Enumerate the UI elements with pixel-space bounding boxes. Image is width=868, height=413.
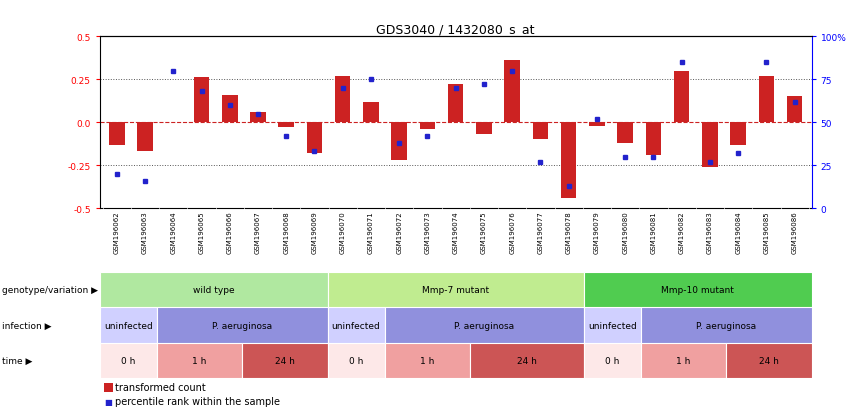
Bar [584,308,641,343]
Text: percentile rank within the sample: percentile rank within the sample [115,396,280,406]
Text: GSM196085: GSM196085 [763,211,769,253]
Text: 0 h: 0 h [122,356,135,365]
Text: genotype/variation ▶: genotype/variation ▶ [2,286,98,294]
Text: uninfected: uninfected [104,321,153,330]
Text: GSM196079: GSM196079 [594,211,600,253]
Text: GSM196078: GSM196078 [566,211,572,253]
Text: GSM196083: GSM196083 [707,211,713,253]
Bar [157,308,327,343]
Text: 0 h: 0 h [605,356,620,365]
Bar [420,123,435,130]
Text: GSM196086: GSM196086 [792,211,798,253]
Text: P. aeruginosa: P. aeruginosa [454,321,514,330]
Text: GSM196070: GSM196070 [339,211,345,253]
Text: GSM196064: GSM196064 [170,211,176,253]
Bar [100,308,157,343]
Text: infection ▶: infection ▶ [2,321,51,330]
Text: GSM196073: GSM196073 [424,211,431,253]
Text: Mmp-10 mutant: Mmp-10 mutant [661,286,734,294]
Text: 1 h: 1 h [420,356,434,365]
Bar [100,273,327,308]
Text: 24 h: 24 h [759,356,779,365]
Text: 24 h: 24 h [275,356,295,365]
Bar [730,123,746,145]
Bar [674,71,689,123]
Text: Mmp-7 mutant: Mmp-7 mutant [422,286,490,294]
Bar [561,123,576,198]
Bar [157,343,242,378]
Text: 1 h: 1 h [676,356,691,365]
Bar [194,78,209,123]
Bar [327,308,385,343]
Bar [646,123,661,155]
Text: P. aeruginosa: P. aeruginosa [696,321,756,330]
Bar [584,343,641,378]
Bar [385,308,584,343]
Bar [306,123,322,154]
Text: GSM196072: GSM196072 [396,211,402,253]
Bar [385,343,470,378]
Bar [702,123,718,167]
Bar [504,61,520,123]
Bar [222,95,238,123]
Bar [327,273,584,308]
Title: GDS3040 / 1432080_s_at: GDS3040 / 1432080_s_at [377,23,535,36]
Bar [109,123,124,145]
Text: GSM196066: GSM196066 [227,211,233,253]
Bar [584,273,812,308]
Bar [533,123,549,140]
Text: GSM196084: GSM196084 [735,211,741,253]
Text: GSM196067: GSM196067 [255,211,261,253]
Text: GSM196063: GSM196063 [142,211,148,253]
Text: uninfected: uninfected [588,321,636,330]
Text: 1 h: 1 h [193,356,207,365]
Bar [787,97,802,123]
Text: GSM196076: GSM196076 [510,211,516,253]
Bar [250,113,266,123]
Bar [327,343,385,378]
Bar [100,343,157,378]
Bar [242,343,327,378]
Bar [279,123,294,128]
Text: GSM196062: GSM196062 [114,211,120,253]
Bar [448,85,464,123]
Text: time ▶: time ▶ [2,356,32,365]
Text: 0 h: 0 h [349,356,363,365]
Text: uninfected: uninfected [332,321,380,330]
Bar [363,102,378,123]
Text: GSM196080: GSM196080 [622,211,628,253]
Text: GSM196077: GSM196077 [537,211,543,253]
Text: ■: ■ [104,396,113,406]
Bar [727,343,812,378]
Bar [470,343,584,378]
Text: GSM196074: GSM196074 [453,211,458,253]
Text: GSM196081: GSM196081 [650,211,656,253]
Text: 24 h: 24 h [517,356,536,365]
Text: P. aeruginosa: P. aeruginosa [212,321,273,330]
Text: GSM196082: GSM196082 [679,211,685,253]
Bar [617,123,633,143]
Text: wild type: wild type [193,286,234,294]
Text: GSM196065: GSM196065 [199,211,205,253]
Bar [759,76,774,123]
Text: transformed count: transformed count [115,382,207,392]
Text: GSM196069: GSM196069 [312,211,318,253]
Bar [391,123,407,161]
Bar [641,308,812,343]
Bar [477,123,491,135]
Text: GSM196068: GSM196068 [283,211,289,253]
Bar [589,123,605,126]
Bar [137,123,153,152]
Text: GSM196071: GSM196071 [368,211,374,253]
Text: GSM196075: GSM196075 [481,211,487,253]
Bar [641,343,727,378]
Bar [335,76,351,123]
